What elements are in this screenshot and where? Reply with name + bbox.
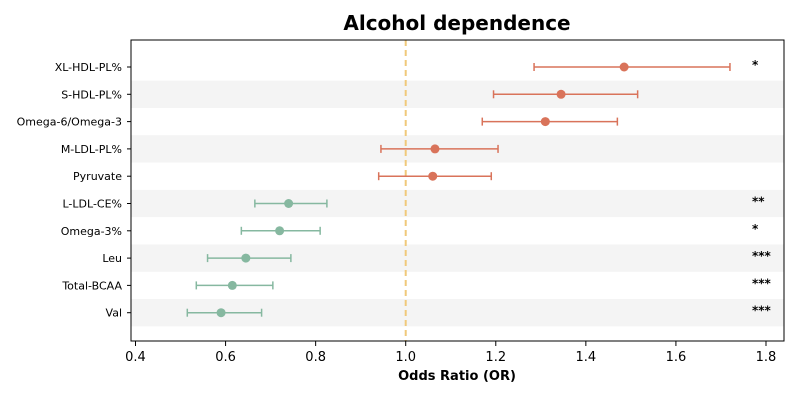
forest-row <box>533 62 731 72</box>
y-tick-label: Omega-6/Omega-3 <box>17 116 122 129</box>
significance-label: ** <box>752 195 765 209</box>
y-tick-label: Pyruvate <box>73 170 122 183</box>
or-point <box>428 171 438 181</box>
significance-label: * <box>752 222 759 236</box>
x-tick-label: 0.8 <box>305 350 326 365</box>
chart-title: Alcohol dependence <box>343 11 570 35</box>
or-point <box>227 280 237 290</box>
forest-row <box>481 117 619 127</box>
x-axis: 0.4 0.6 0.8 1.0 1.2 1.4 1.6 1.8 <box>125 341 776 365</box>
significance-label: *** <box>752 276 772 290</box>
significance-label: *** <box>752 304 772 318</box>
forest-row <box>186 308 263 318</box>
marks-group: ************* <box>186 58 772 318</box>
or-point <box>275 226 285 236</box>
forest-row <box>240 226 321 236</box>
x-axis-label: Odds Ratio (OR) <box>398 369 516 384</box>
forest-row <box>380 144 499 154</box>
forest-row <box>195 280 274 290</box>
x-tick-label: 0.6 <box>215 350 236 365</box>
or-point <box>241 253 251 263</box>
or-point <box>284 199 294 208</box>
or-point <box>540 117 550 127</box>
plot-frame <box>130 39 785 342</box>
x-tick-label: 1.6 <box>666 350 687 365</box>
forest-row <box>206 253 292 263</box>
significance-label: * <box>752 58 759 72</box>
row-bands <box>131 80 784 327</box>
y-tick-label: Leu <box>102 252 122 265</box>
x-tick-label: 0.4 <box>125 350 146 365</box>
x-tick-label: 1.2 <box>485 350 506 365</box>
row-band <box>131 80 784 108</box>
x-tick-label: 1.0 <box>395 350 416 365</box>
or-point <box>556 89 566 99</box>
y-axis: XL-HDL-PL% S-HDL-PL% Omega-6/Omega-3 M-LDL-… <box>17 61 131 320</box>
y-tick-label: Val <box>106 307 122 320</box>
y-tick-label: L-LDL-CE% <box>63 198 123 211</box>
x-tick-label: 1.4 <box>576 350 597 365</box>
x-tick-label: 1.8 <box>756 350 777 365</box>
forest-row <box>492 89 639 99</box>
y-tick-label: Total-BCAA <box>61 279 122 292</box>
y-tick-label: XL-HDL-PL% <box>55 61 122 74</box>
y-tick-label: Omega-3% <box>61 225 122 238</box>
forest-row <box>254 199 328 208</box>
or-point <box>619 62 629 72</box>
or-point <box>216 308 226 318</box>
forest-row <box>377 171 493 181</box>
row-band <box>131 189 784 218</box>
or-point <box>430 144 440 154</box>
significance-label: *** <box>752 249 772 263</box>
y-tick-label: M-LDL-PL% <box>61 143 122 156</box>
y-tick-label: S-HDL-PL% <box>61 88 122 101</box>
